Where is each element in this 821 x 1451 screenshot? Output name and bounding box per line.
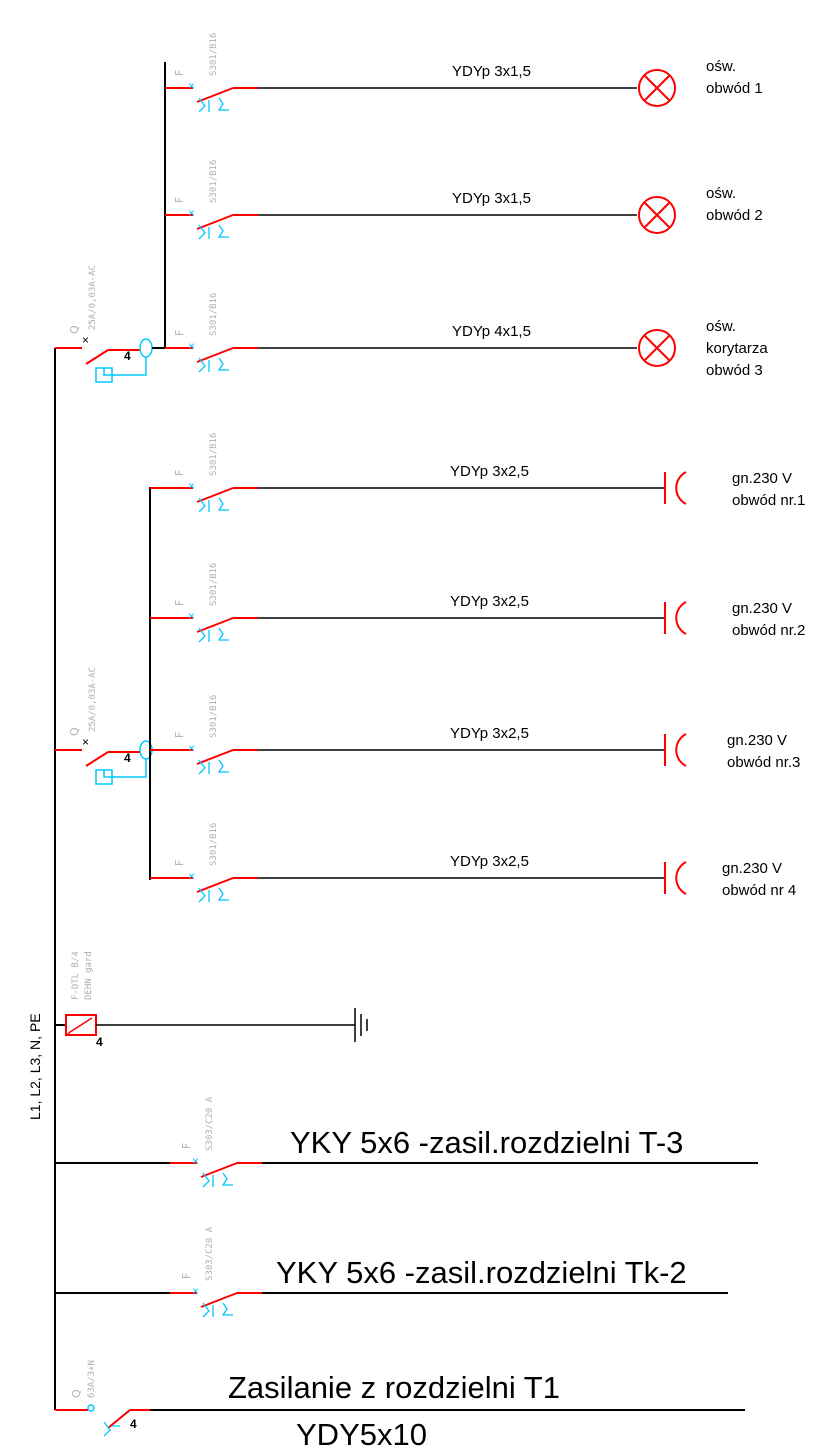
breaker-tag: F <box>180 1143 193 1149</box>
socket-icon <box>664 471 687 505</box>
load-label-line: gn.230 V <box>732 600 792 617</box>
terminal-icon: × <box>188 79 195 93</box>
load-label-line: obwód 1 <box>706 80 763 97</box>
breaker-rating: S301/B16 <box>209 160 219 203</box>
breaker-rating: S301/B16 <box>209 823 219 866</box>
terminal-icon: × <box>188 479 195 493</box>
terminal-icon: × <box>188 609 195 623</box>
breaker-rating: S301/B16 <box>209 33 219 76</box>
load-label-line: gn.230 V <box>732 470 792 487</box>
load-label-line: obwód nr.2 <box>732 622 805 639</box>
cable-label: YDYp 4x1,5 <box>452 323 531 340</box>
svg-text:25A/0,03A-AC: 25A/0,03A-AC <box>88 667 98 732</box>
svg-text:DEHN gard: DEHN gard <box>84 951 94 1000</box>
breaker-tag: F <box>173 197 186 203</box>
breaker-rating: S301/B16 <box>209 293 219 336</box>
feeder-label: YKY 5x6 -zasil.rozdzielni T-3 <box>290 1125 683 1160</box>
load-label-line: obwód nr 4 <box>722 882 796 899</box>
circuit-1: ×F S301/B16 YDYp 3x1,5 ośw. obwód 1 <box>165 33 763 113</box>
lamp-icon <box>638 69 676 107</box>
terminal-icon: × <box>188 869 195 883</box>
terminal-icon: × <box>188 339 195 353</box>
bus-label: L1, L2, L3, N, PE <box>27 1013 43 1120</box>
cable-label: YDYp 3x2,5 <box>450 463 529 480</box>
rcd-group-1: × 4 Q 25A/0,03A-AC <box>55 265 165 383</box>
feeder-2: × F S303/C20 A YKY 5x6 -zasil.rozdzielni Tk… <box>55 1226 728 1318</box>
circuit-3: ×F S301/B16 YDYp 4x1,5 ośw. korytarza obwód 3 <box>165 293 768 379</box>
rcd-toroid-icon <box>139 338 153 358</box>
load-label-line: obwód 2 <box>706 207 763 224</box>
main-incomer: 4 Q 63A/3+N Zasilanie z rozdzielni T1 YD… <box>55 1360 745 1451</box>
svg-text:Q: Q <box>68 727 81 736</box>
rcd-group-2: × 4 Q 25A/0,03A-AC <box>55 667 165 785</box>
breaker-rating: S301/B16 <box>209 563 219 606</box>
breaker-tag: F <box>173 732 186 738</box>
cable-label: YDYp 3x1,5 <box>452 190 531 207</box>
breaker-tag: F <box>180 1273 193 1279</box>
load-label-line: obwód nr.3 <box>727 754 800 771</box>
feeder-label: YKY 5x6 -zasil.rozdzielni Tk-2 <box>276 1255 687 1290</box>
svg-text:F-DTL B/4: F-DTL B/4 <box>71 951 81 1000</box>
breaker-tag: F <box>173 330 186 336</box>
circuit-5: ×F S301/B16 YDYp 3x2,5 gn.230 V obwód nr.2 <box>150 563 805 643</box>
breaker-tag: F <box>173 70 186 76</box>
load-label-line: obwód nr.1 <box>732 492 805 509</box>
lamp-icon <box>638 196 676 234</box>
load-label-line: gn.230 V <box>722 860 782 877</box>
load-label-line: korytarza <box>706 340 768 357</box>
circuit-2: ×F S301/B16 YDYp 3x1,5 ośw. obwód 2 <box>165 160 763 240</box>
svg-text:4: 4 <box>124 349 131 363</box>
circuit-4: ×F S301/B16 YDYp 3x2,5 gn.230 V obwód nr.1 <box>150 433 805 513</box>
load-label-line: ośw. <box>706 185 736 202</box>
cable-label: YDYp 3x2,5 <box>450 593 529 610</box>
lamp-icon <box>638 329 676 367</box>
svg-text:4: 4 <box>96 1035 103 1049</box>
svg-text:63A/3+N: 63A/3+N <box>87 1360 97 1398</box>
terminal-icon: × <box>192 1284 199 1298</box>
svg-text:4: 4 <box>130 1417 137 1431</box>
socket-icon <box>664 861 687 895</box>
svg-text:×: × <box>82 735 89 749</box>
circuit-6: ×F S301/B16 YDYp 3x2,5 gn.230 V obwód nr.3 <box>150 695 800 775</box>
cable-label: YDYp 3x1,5 <box>452 63 531 80</box>
terminal-icon: × <box>192 1154 199 1168</box>
breaker-tag: F <box>173 860 186 866</box>
circuit-7: ×F S301/B16 YDYp 3x2,5 gn.230 V obwód nr 4 <box>150 823 796 903</box>
breaker-tag: F <box>173 470 186 476</box>
feeder-1: × F S303/C20 A YKY 5x6 -zasil.rozdzielni T-… <box>55 1096 758 1188</box>
socket-icon <box>664 601 687 635</box>
main-cable-label: YDY5x10 <box>296 1417 427 1451</box>
terminal-icon: × <box>188 741 195 755</box>
breaker-tag: F <box>173 600 186 606</box>
terminal-icon: × <box>188 206 195 220</box>
svg-text:Q: Q <box>70 1389 83 1398</box>
svg-text:4: 4 <box>124 751 131 765</box>
socket-icon <box>664 733 687 767</box>
breaker-rating: S303/C20 A <box>205 1096 215 1151</box>
load-label-line: ośw. <box>706 58 736 75</box>
breaker-rating: S301/B16 <box>209 695 219 738</box>
svg-text:Q: Q <box>68 325 81 334</box>
load-label-line: ośw. <box>706 318 736 335</box>
breaker-rating: S301/B16 <box>209 433 219 476</box>
surge-arrester: 4 F-DTL B/4 DEHN gard <box>55 951 368 1049</box>
cable-label: YDYp 3x2,5 <box>450 853 529 870</box>
load-label-line: obwód 3 <box>706 362 763 379</box>
svg-text:25A/0,03A-AC: 25A/0,03A-AC <box>88 265 98 330</box>
ground-icon <box>354 1008 368 1042</box>
load-label-line: gn.230 V <box>727 732 787 749</box>
main-supply-label: Zasilanie z rozdzielni T1 <box>228 1370 560 1405</box>
breaker-rating: S303/C20 A <box>205 1226 215 1281</box>
cable-label: YDYp 3x2,5 <box>450 725 529 742</box>
svg-text:×: × <box>82 333 89 347</box>
